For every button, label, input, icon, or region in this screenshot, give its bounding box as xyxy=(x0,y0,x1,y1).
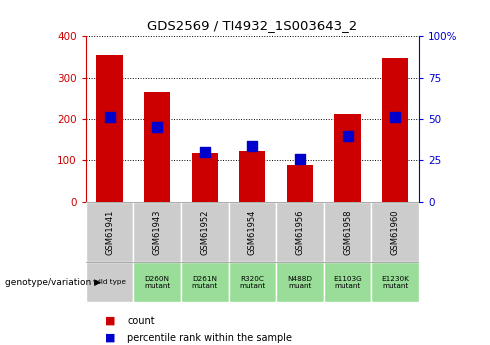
Point xyxy=(391,115,399,120)
Text: ■: ■ xyxy=(105,333,120,343)
Bar xyxy=(276,202,324,262)
Bar xyxy=(86,202,133,262)
Bar xyxy=(86,262,133,302)
Text: E1103G
mutant: E1103G mutant xyxy=(333,276,362,288)
Bar xyxy=(192,153,218,202)
Bar xyxy=(276,262,324,302)
Point xyxy=(153,125,161,130)
Bar xyxy=(371,262,419,302)
Bar xyxy=(228,202,276,262)
Bar xyxy=(335,114,361,202)
Point xyxy=(106,115,114,120)
Text: GSM61943: GSM61943 xyxy=(153,209,162,255)
Bar xyxy=(239,151,266,202)
Text: genotype/variation ▶: genotype/variation ▶ xyxy=(5,277,101,287)
Text: GSM61941: GSM61941 xyxy=(105,209,114,255)
Text: D260N
mutant: D260N mutant xyxy=(144,276,171,288)
Text: E1230K
mutant: E1230K mutant xyxy=(381,276,409,288)
Text: D261N
mutant: D261N mutant xyxy=(192,276,218,288)
Title: GDS2569 / TI4932_1S003643_2: GDS2569 / TI4932_1S003643_2 xyxy=(147,19,358,32)
Text: wild type: wild type xyxy=(93,279,126,285)
Bar xyxy=(181,202,228,262)
Point xyxy=(343,133,351,138)
Bar xyxy=(324,202,371,262)
Bar xyxy=(287,165,313,202)
Bar xyxy=(144,92,170,202)
Bar xyxy=(382,58,408,202)
Bar xyxy=(133,202,181,262)
Text: ■: ■ xyxy=(105,316,120,326)
Point xyxy=(296,156,304,161)
Bar xyxy=(97,55,122,202)
Bar xyxy=(371,202,419,262)
Text: GSM61960: GSM61960 xyxy=(391,209,400,255)
Text: N488D
muant: N488D muant xyxy=(288,276,313,288)
Text: GSM61958: GSM61958 xyxy=(343,209,352,255)
Text: percentile rank within the sample: percentile rank within the sample xyxy=(127,333,293,343)
Point xyxy=(248,143,256,148)
Text: GSM61956: GSM61956 xyxy=(295,209,304,255)
Text: GSM61952: GSM61952 xyxy=(200,209,209,255)
Bar xyxy=(228,262,276,302)
Bar xyxy=(181,262,228,302)
Text: R320C
mutant: R320C mutant xyxy=(239,276,266,288)
Text: count: count xyxy=(127,316,155,326)
Bar xyxy=(324,262,371,302)
Point xyxy=(201,149,209,155)
Bar xyxy=(133,262,181,302)
Text: GSM61954: GSM61954 xyxy=(248,209,257,255)
